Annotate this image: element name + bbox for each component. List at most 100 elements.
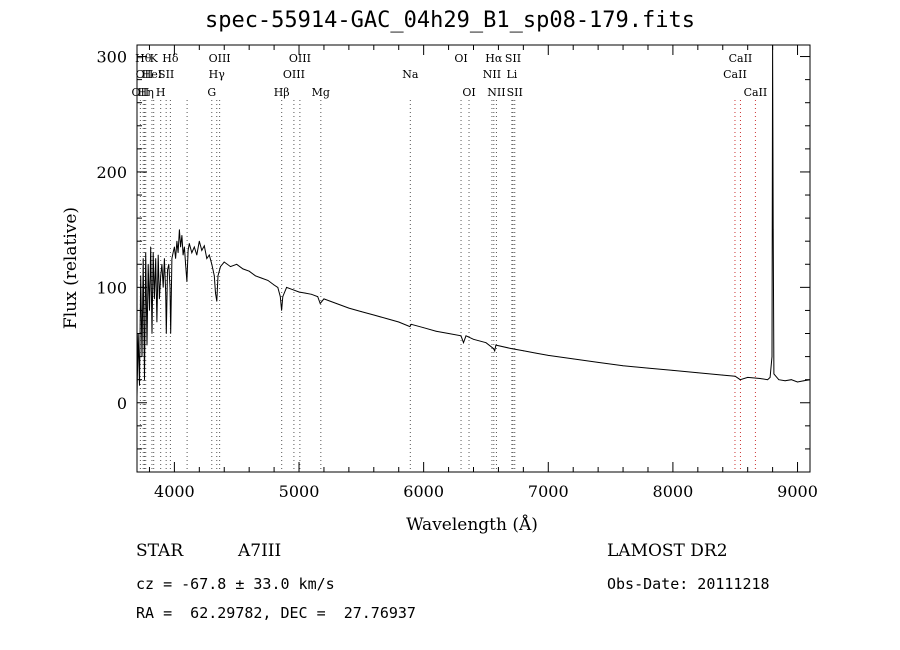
data-point xyxy=(647,367,649,369)
line-label: Li xyxy=(506,68,517,81)
data-point xyxy=(206,258,208,259)
data-point xyxy=(162,286,164,288)
data-point xyxy=(220,266,221,267)
data-point xyxy=(236,263,238,265)
line-label: Hβ xyxy=(274,86,290,99)
data-point xyxy=(473,338,474,340)
data-point xyxy=(773,373,775,375)
line-label: HeI xyxy=(142,68,162,81)
data-point xyxy=(151,333,153,334)
data-point xyxy=(435,330,437,332)
data-point xyxy=(175,258,177,259)
data-point xyxy=(186,281,188,282)
data-point xyxy=(398,321,400,323)
data-point xyxy=(286,286,287,288)
data-point xyxy=(803,380,805,382)
subclass: A7III xyxy=(238,541,282,561)
data-point xyxy=(734,375,736,377)
line-label: Mg xyxy=(312,86,330,99)
data-point xyxy=(771,356,773,357)
data-point xyxy=(572,358,574,360)
line-label: SII xyxy=(505,52,521,65)
data-point xyxy=(409,326,411,327)
line-label: Hα xyxy=(485,52,503,65)
spectrum-series xyxy=(136,44,811,398)
data-point xyxy=(155,258,157,259)
data-point xyxy=(191,252,193,254)
data-point xyxy=(790,379,792,381)
data-point xyxy=(385,318,387,319)
data-point xyxy=(323,298,325,300)
line-label: CaII xyxy=(723,68,747,81)
line-label: OII xyxy=(136,68,154,81)
y-tick-label: 200 xyxy=(96,163,127,182)
data-point xyxy=(336,303,337,304)
y-tick-label: 100 xyxy=(96,278,127,297)
chart-title: spec-55914-GAC_04h29_B1_sp08-179.fits xyxy=(204,8,696,33)
plot-frame xyxy=(136,44,811,473)
line-label: CaII xyxy=(729,52,753,65)
data-point xyxy=(172,252,174,254)
data-point xyxy=(211,263,213,265)
data-point xyxy=(319,303,321,304)
data-point xyxy=(150,246,152,248)
line-label: Hδ xyxy=(162,52,179,65)
obs-date: Obs-Date: 20111218 xyxy=(607,575,770,593)
y-tick-label: 300 xyxy=(96,48,127,67)
data-point xyxy=(156,321,158,323)
y-axis-label: Flux (relative) xyxy=(61,207,81,329)
data-point xyxy=(173,246,175,248)
data-point xyxy=(722,374,724,376)
data-point xyxy=(254,275,256,277)
data-point xyxy=(157,254,159,256)
data-point xyxy=(747,376,749,378)
data-point xyxy=(152,252,154,254)
line-label: NII xyxy=(483,68,501,81)
data-point xyxy=(161,263,163,265)
data-point xyxy=(410,323,412,325)
data-point xyxy=(215,292,216,294)
data-point xyxy=(348,307,350,309)
data-point xyxy=(622,365,624,367)
data-point xyxy=(171,258,173,259)
line-label: SII xyxy=(158,68,174,81)
data-point xyxy=(193,246,195,248)
survey-name: LAMOST DR2 xyxy=(607,541,728,561)
data-point xyxy=(597,361,599,363)
line-label: NII xyxy=(487,86,505,99)
data-point xyxy=(282,296,284,297)
data-point xyxy=(242,268,244,270)
line-label: OI xyxy=(462,86,475,99)
x-tick-label: 7000 xyxy=(528,482,569,501)
data-point xyxy=(176,240,178,242)
data-point xyxy=(168,263,170,265)
data-point xyxy=(248,270,250,272)
data-point xyxy=(230,266,231,267)
data-point xyxy=(169,286,171,288)
data-point xyxy=(208,254,210,256)
data-point xyxy=(187,250,189,251)
data-point xyxy=(522,350,524,352)
data-point xyxy=(142,258,144,259)
data-point xyxy=(547,355,549,356)
data-point xyxy=(317,296,319,297)
y-tick-label: 0 xyxy=(117,394,127,413)
data-point xyxy=(180,246,182,248)
data-point xyxy=(139,385,140,386)
data-point xyxy=(188,243,190,244)
line-label: H xyxy=(156,86,166,99)
data-point xyxy=(494,350,496,352)
data-point xyxy=(797,381,798,383)
line-label: CaII xyxy=(744,86,768,99)
data-point xyxy=(183,246,185,248)
line-label: Na xyxy=(402,68,419,81)
data-point xyxy=(463,342,464,344)
data-point xyxy=(182,254,184,256)
line-label: OII xyxy=(132,86,150,99)
data-point xyxy=(311,293,312,295)
data-point xyxy=(170,333,172,334)
data-point xyxy=(160,275,162,277)
data-point xyxy=(759,378,761,379)
data-point xyxy=(223,261,225,263)
data-point xyxy=(201,250,203,251)
